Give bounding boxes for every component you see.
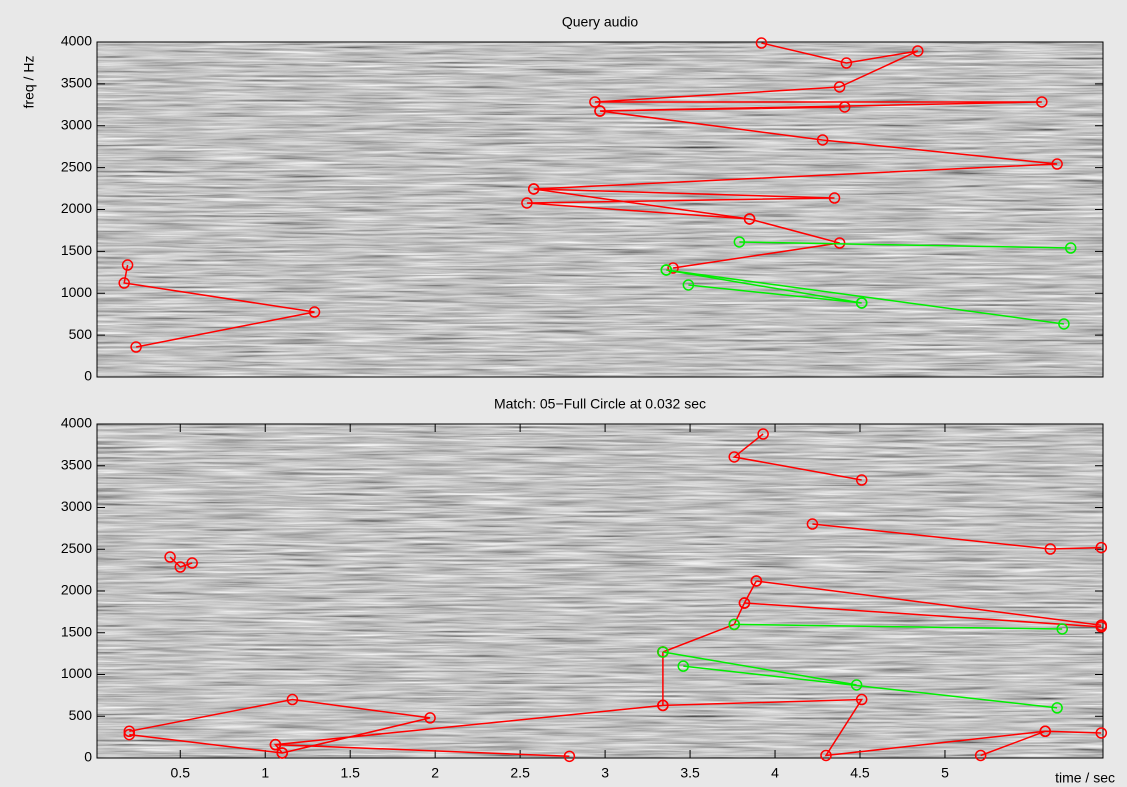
x-tick-label: 1 xyxy=(261,765,269,781)
landmark-point xyxy=(733,236,746,248)
landmark-point xyxy=(1051,702,1063,714)
landmark-point xyxy=(269,738,282,751)
landmark-point xyxy=(855,474,868,486)
x-tick-label: 0.5 xyxy=(171,765,191,781)
panel-title: Match: 05−Full Circle at 0.032 sec xyxy=(494,396,706,412)
landmark-point xyxy=(833,81,846,93)
y-tick-label: 1000 xyxy=(61,284,92,300)
landmark-point xyxy=(816,134,829,146)
landmark-point xyxy=(757,428,769,440)
landmark-point xyxy=(657,646,669,658)
landmark-point xyxy=(563,750,576,763)
landmark-point xyxy=(743,213,756,225)
landmark-point xyxy=(912,45,924,57)
landmark-line xyxy=(662,623,1063,709)
y-tick-label: 500 xyxy=(69,326,93,342)
landmark-point xyxy=(130,341,142,353)
landmark-point xyxy=(1058,318,1070,330)
landmark-point xyxy=(589,96,601,108)
x-tick-label: 2.5 xyxy=(510,765,530,781)
landmark-point xyxy=(850,679,863,691)
landmark-point xyxy=(855,297,868,309)
landmark-point xyxy=(677,660,690,672)
landmark-point xyxy=(1095,727,1108,739)
x-tick-label: 4.5 xyxy=(850,765,870,781)
landmark-point xyxy=(527,183,540,195)
y-tick-label: 2500 xyxy=(61,158,92,174)
landmark-point xyxy=(855,693,868,706)
landmark-point xyxy=(667,262,679,274)
landmark-point xyxy=(164,551,176,563)
y-tick-label: 1500 xyxy=(61,623,92,639)
y-tick-label: 1000 xyxy=(61,665,92,681)
y-tick-label: 3000 xyxy=(61,116,92,132)
y-tick-label: 4000 xyxy=(61,415,92,431)
landmark-line xyxy=(123,42,1058,348)
landmark-point xyxy=(521,197,533,209)
landmark-point xyxy=(838,101,851,113)
landmark-line xyxy=(129,433,1102,758)
landmark-point xyxy=(840,57,853,69)
landmark-point xyxy=(174,561,187,573)
landmark-point xyxy=(1095,541,1108,554)
landmark-point xyxy=(828,192,841,204)
y-axis-label: freq / Hz xyxy=(21,56,37,109)
x-tick-label: 3 xyxy=(601,765,609,781)
y-tick-label: 3000 xyxy=(61,498,92,514)
landmark-point xyxy=(728,618,740,631)
landmark-point xyxy=(1064,242,1077,254)
landmark-point xyxy=(1044,543,1057,555)
landmark-point xyxy=(974,749,987,762)
landmark-point xyxy=(755,37,768,49)
y-tick-label: 1500 xyxy=(61,242,92,258)
x-tick-label: 1.5 xyxy=(340,765,360,781)
y-tick-label: 2500 xyxy=(61,540,92,556)
landmark-point xyxy=(286,693,299,706)
landmark-point xyxy=(276,747,288,759)
y-tick-label: 3500 xyxy=(61,75,92,91)
y-tick-label: 0 xyxy=(84,368,92,384)
x-tick-label: 2 xyxy=(431,765,439,781)
landmark-point xyxy=(750,575,763,587)
landmark-point xyxy=(424,712,436,724)
landmark-point xyxy=(820,749,832,762)
y-tick-label: 3500 xyxy=(61,456,92,472)
landmark-point xyxy=(186,557,198,569)
landmark-point xyxy=(1051,158,1063,170)
landmark-point xyxy=(123,728,136,741)
panel-title: Query audio xyxy=(562,14,638,30)
y-tick-label: 500 xyxy=(69,707,93,723)
landmark-point xyxy=(123,725,136,738)
x-tick-label: 5 xyxy=(941,765,949,781)
landmark-point xyxy=(682,279,695,291)
y-tick-label: 4000 xyxy=(61,33,92,49)
y-tick-label: 0 xyxy=(84,749,92,765)
spectrogram xyxy=(97,424,1103,758)
spectrogram xyxy=(97,42,1103,377)
landmark-point xyxy=(806,518,819,530)
landmark-point xyxy=(1095,621,1108,633)
landmark-point xyxy=(1056,623,1068,635)
x-axis-label: time / sec xyxy=(1055,770,1115,786)
y-tick-label: 2000 xyxy=(61,582,92,598)
landmark-point xyxy=(308,306,321,318)
x-tick-label: 4 xyxy=(771,765,779,781)
landmark-point xyxy=(660,264,673,276)
landmark-line xyxy=(666,241,1071,325)
landmark-point xyxy=(738,597,751,609)
landmark-point xyxy=(121,259,134,271)
landmark-point xyxy=(1039,725,1051,738)
landmark-point xyxy=(118,277,130,289)
landmark-point xyxy=(657,699,669,712)
y-tick-label: 2000 xyxy=(61,200,92,216)
landmark-point xyxy=(1036,96,1048,108)
landmark-point xyxy=(728,451,740,463)
x-tick-label: 3.5 xyxy=(680,765,700,781)
landmark-point xyxy=(594,105,606,117)
